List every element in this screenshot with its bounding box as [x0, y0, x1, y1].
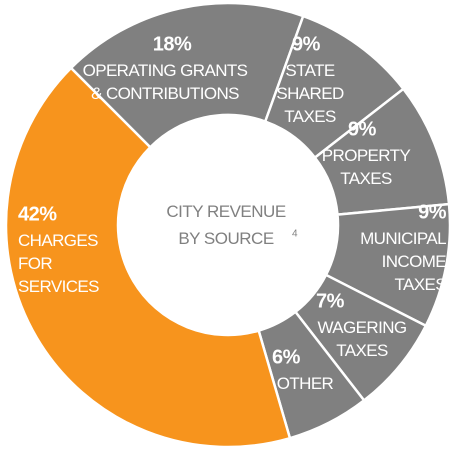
segment-label: CHARGES FOR SERVICES [18, 231, 99, 296]
chart-title: CITY REVENUE BY SOURCE [166, 202, 285, 248]
segment-label: OTHER [277, 374, 334, 393]
value-label: 9% [348, 118, 377, 140]
value-label: 9% [292, 33, 321, 55]
segment-label: STATE SHARED TAXES [276, 61, 344, 126]
value-label: 7% [316, 290, 345, 312]
donut-segment [4, 66, 292, 449]
segment-label: WAGERING TAXES [317, 318, 406, 360]
value-label: 9% [418, 201, 447, 223]
donut-segment [69, 1, 305, 149]
value-label: 18% [153, 33, 192, 55]
value-label: 6% [272, 346, 301, 368]
segment-label: MUNICIPAL INCOME TAXES [360, 229, 446, 294]
value-label: 42% [18, 203, 57, 225]
segment-label: OPERATING GRANTS & CONTRIBUTIONS [83, 61, 248, 103]
segment-label: PROPERTY TAXES [322, 146, 411, 188]
title-note: 4 [292, 229, 298, 240]
